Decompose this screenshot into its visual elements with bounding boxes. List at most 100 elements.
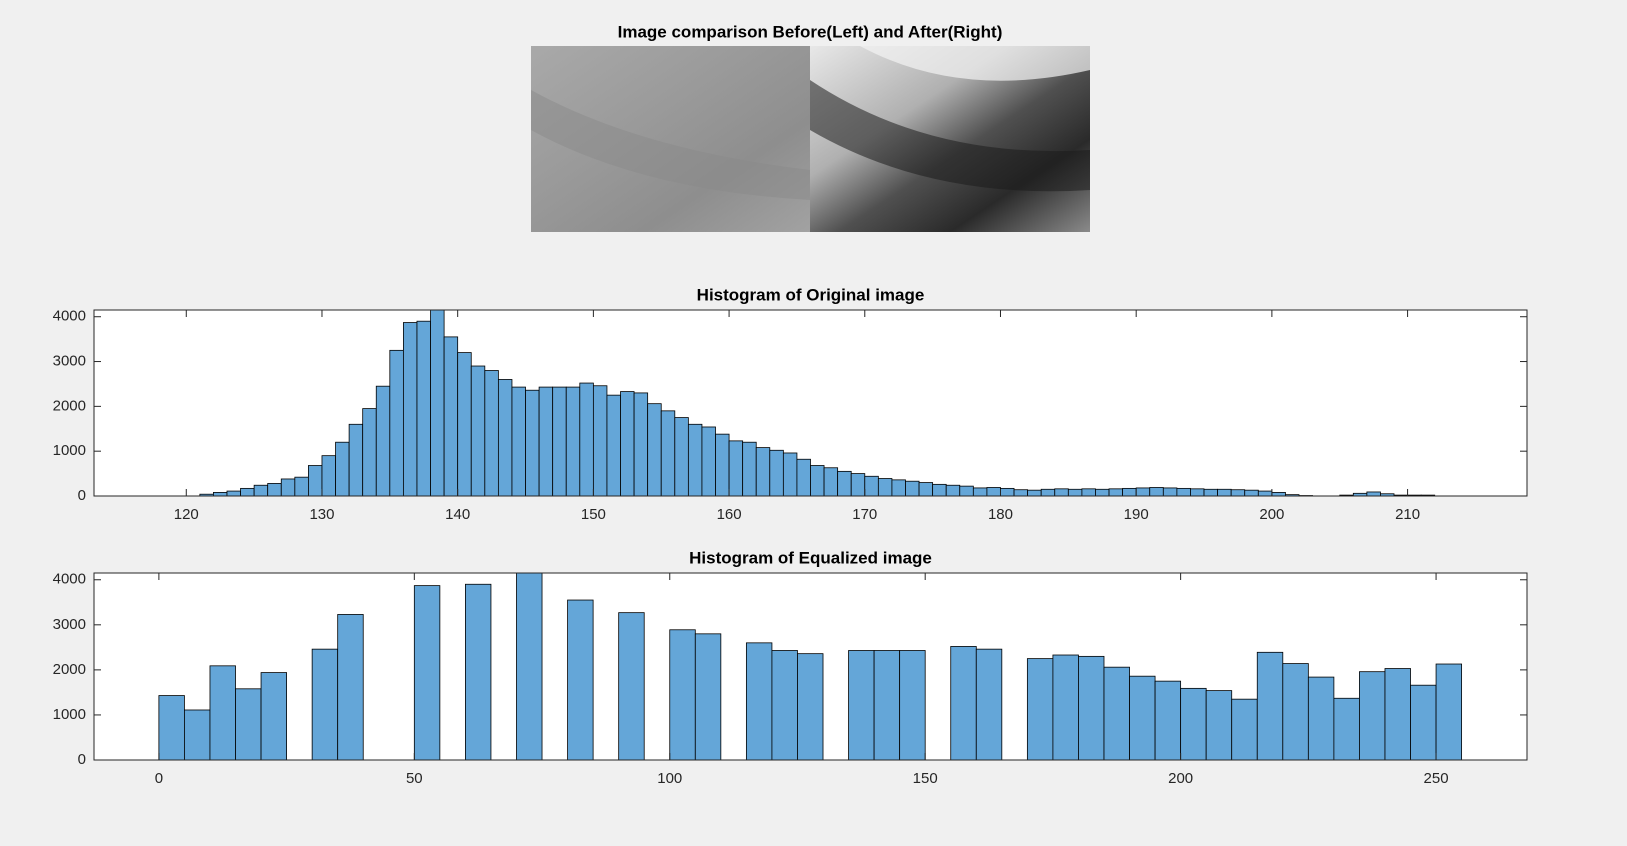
bar: [728, 440, 744, 497]
bar: [1135, 487, 1151, 497]
y-tick-label: 1000: [53, 442, 86, 459]
bar: [1257, 490, 1273, 497]
bar: [899, 650, 926, 761]
bar: [1078, 655, 1105, 761]
bar: [1333, 697, 1360, 761]
x-tick-label: 140: [445, 506, 470, 523]
bar: [348, 423, 364, 497]
chart-title: Histogram of Equalized image: [689, 548, 932, 567]
bar: [280, 478, 296, 497]
x-tick-label: 200: [1168, 770, 1193, 787]
axes-box: [93, 309, 1528, 497]
bar: [694, 633, 722, 761]
bar: [226, 490, 241, 497]
bar: [1282, 663, 1309, 761]
bar: [1067, 488, 1083, 497]
bar: [443, 336, 459, 497]
bar: [959, 485, 974, 497]
image-after-texture: [810, 80, 1090, 192]
bar: [810, 465, 825, 497]
x-tick-label: 250: [1424, 770, 1449, 787]
bar: [413, 585, 441, 761]
y-tick-label: 0: [78, 487, 86, 504]
bar: [701, 426, 716, 497]
bar: [986, 487, 1001, 497]
bar: [823, 467, 839, 497]
y-tick-label: 4000: [53, 571, 86, 588]
bar: [294, 476, 309, 497]
bar: [511, 386, 526, 497]
bar: [311, 648, 339, 761]
y-tick-label: 0: [78, 751, 86, 768]
bar: [538, 386, 554, 497]
bar: [620, 391, 635, 497]
bar: [950, 646, 977, 761]
bar: [335, 441, 350, 497]
bar: [633, 392, 649, 497]
bar: [1230, 489, 1246, 497]
x-tick-label: 160: [717, 506, 742, 523]
bar: [240, 487, 255, 497]
bar: [402, 322, 418, 497]
bar: [184, 709, 211, 761]
bar: [1384, 668, 1411, 761]
bar: [877, 478, 893, 497]
bar: [1103, 666, 1130, 761]
bar: [497, 379, 513, 497]
bar: [1108, 488, 1124, 497]
bar: [213, 492, 228, 497]
bar: [1122, 487, 1137, 497]
bar: [1217, 488, 1232, 497]
x-tick-label: 210: [1395, 506, 1420, 523]
bar: [470, 365, 486, 497]
bar: [1054, 488, 1069, 497]
bar: [308, 465, 323, 497]
bar: [1271, 492, 1286, 497]
x-tick-label: 150: [913, 770, 938, 787]
bar: [769, 449, 784, 497]
bar: [1359, 671, 1386, 761]
x-tick-label: 120: [174, 506, 199, 523]
bar: [1231, 698, 1258, 761]
image-title: Image comparison Before(Left) and After(…: [618, 22, 1003, 41]
x-tick-label: 170: [852, 506, 877, 523]
x-tick-label: 200: [1259, 506, 1284, 523]
bar: [837, 470, 852, 497]
bar: [1176, 487, 1191, 497]
bar: [1410, 684, 1437, 761]
bar: [797, 653, 824, 761]
bar: [932, 483, 947, 497]
bar: [864, 475, 879, 497]
y-tick-label: 3000: [53, 353, 86, 370]
bar: [565, 386, 581, 497]
bar: [660, 410, 676, 497]
bar: [972, 487, 988, 497]
bar: [1052, 654, 1079, 761]
bar: [1095, 488, 1110, 497]
image-after-sky: [860, 46, 1090, 81]
bar: [362, 408, 377, 497]
bar: [1154, 680, 1182, 761]
bar: [975, 648, 1003, 761]
axes-box: [93, 572, 1528, 761]
bar: [891, 479, 906, 497]
bar: [796, 458, 811, 497]
bar: [1190, 488, 1205, 497]
y-tick-label: 2000: [53, 397, 86, 414]
bar: [1244, 489, 1259, 497]
bar: [755, 447, 771, 497]
bar: [1203, 488, 1219, 497]
bar: [1256, 651, 1284, 761]
y-tick-label: 4000: [53, 308, 86, 325]
bar: [618, 612, 645, 761]
bar: [873, 650, 901, 761]
x-tick-label: 190: [1124, 506, 1149, 523]
y-tick-label: 2000: [53, 661, 86, 678]
bar: [850, 473, 866, 497]
bar: [260, 672, 287, 761]
bar: [674, 417, 689, 497]
bar: [592, 385, 608, 497]
bar: [1149, 487, 1164, 497]
bar: [1435, 663, 1463, 761]
